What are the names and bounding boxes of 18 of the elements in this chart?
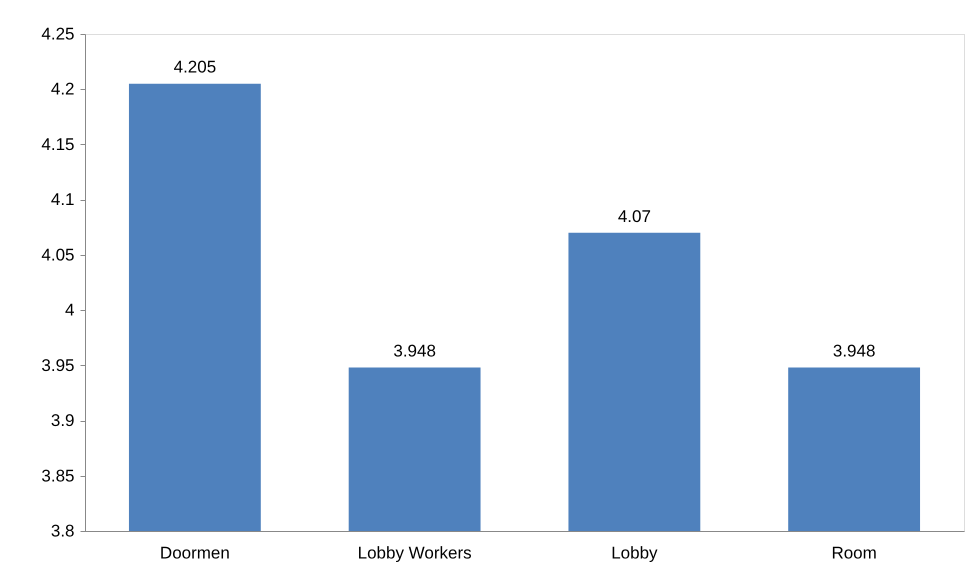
data-label: 3.948 — [832, 342, 876, 361]
y-tick-label: 4.05 — [41, 245, 74, 264]
y-tick-label: 4.1 — [50, 190, 74, 210]
x-tick-label: Lobby — [611, 544, 658, 562]
y-tick-label: 3.8 — [50, 522, 74, 540]
data-label: 4.205 — [174, 58, 216, 77]
data-label: 4.07 — [618, 206, 651, 226]
y-tick-label: 4.25 — [41, 24, 74, 44]
x-tick-label: Doormen — [160, 544, 230, 562]
y-tick-label: 4.15 — [41, 134, 74, 154]
data-label: 3.948 — [393, 342, 436, 361]
y-tick-label: 3.9 — [50, 411, 74, 430]
y-tick-label: 3.95 — [41, 356, 74, 375]
x-tick-label: Room — [831, 544, 877, 562]
x-tick-label: Lobby Workers — [358, 544, 472, 562]
y-tick-label: 4.2 — [50, 80, 74, 99]
y-tick-label: 3.85 — [41, 466, 74, 486]
y-tick-label: 4 — [65, 300, 74, 320]
